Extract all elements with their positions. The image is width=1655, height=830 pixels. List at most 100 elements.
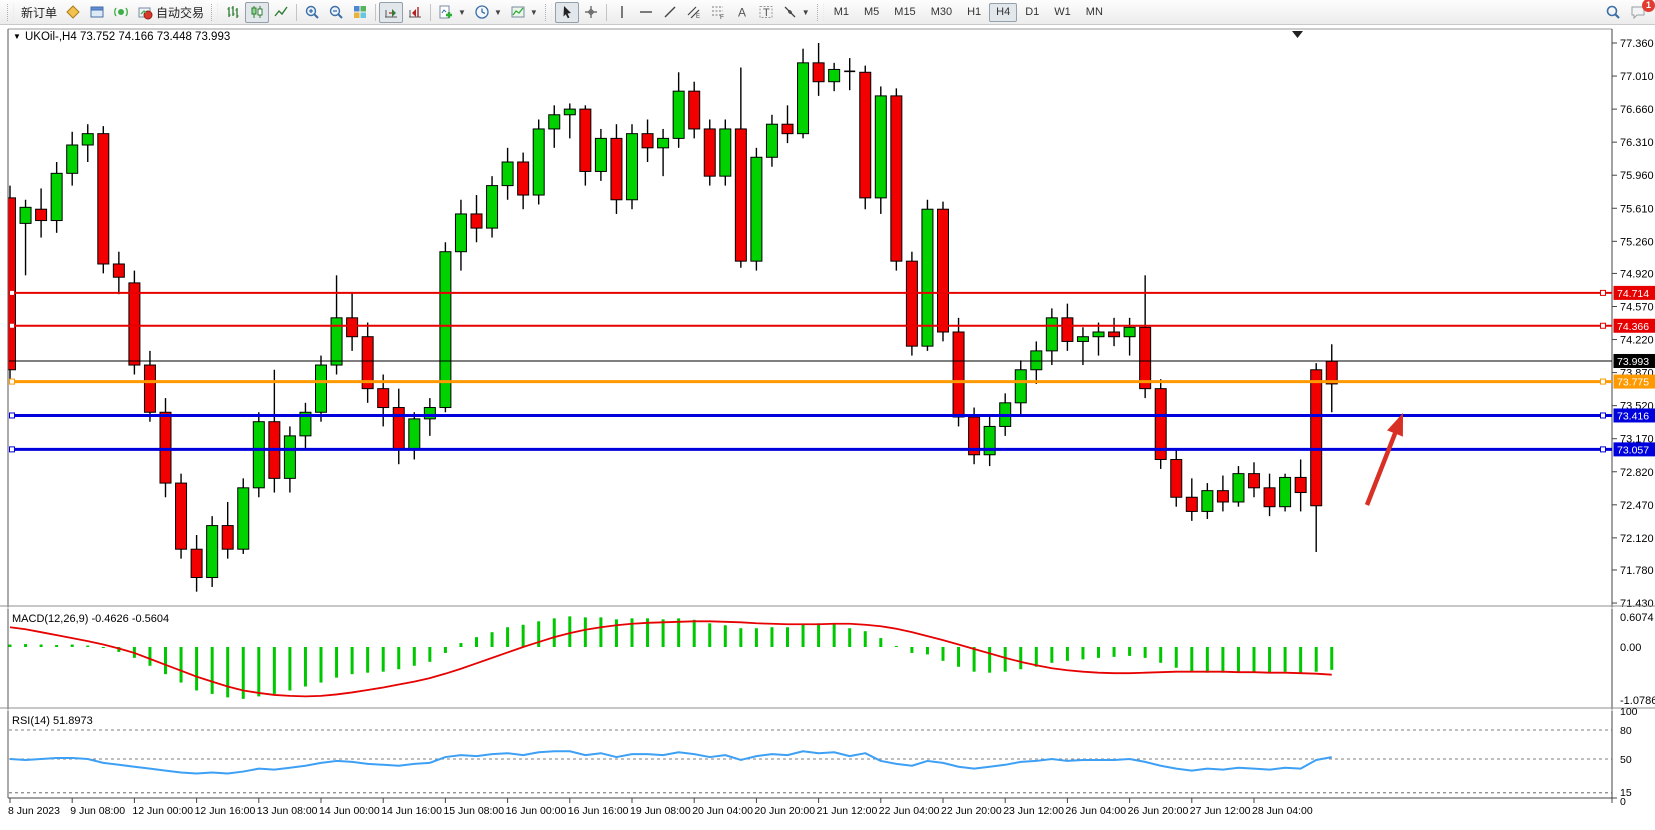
line-handle-marker[interactable] bbox=[9, 446, 15, 453]
bullish-candle bbox=[1092, 331, 1105, 338]
auto-scroll-button[interactable] bbox=[379, 1, 404, 23]
trendline-button[interactable] bbox=[658, 2, 682, 23]
macd-histogram-bar bbox=[272, 647, 276, 694]
bullish-candle bbox=[50, 172, 63, 222]
timeframe-m30-button[interactable]: M30 bbox=[924, 3, 959, 22]
timeframe-w1-button[interactable]: W1 bbox=[1047, 3, 1078, 22]
macd-histogram-bar bbox=[195, 647, 199, 691]
bearish-candle bbox=[1139, 326, 1152, 390]
annotation-arrow-head[interactable] bbox=[1387, 413, 1403, 437]
cursor-button[interactable] bbox=[554, 1, 579, 23]
macd-histogram-bar bbox=[475, 637, 478, 647]
macd-histogram-bar bbox=[988, 647, 992, 673]
macd-histogram-bar bbox=[1050, 647, 1054, 663]
signals-button[interactable] bbox=[109, 2, 133, 23]
macd-histogram-bar bbox=[863, 631, 867, 647]
bullish-candle bbox=[237, 487, 250, 550]
text-button[interactable]: A bbox=[730, 2, 754, 23]
line-handle-marker[interactable] bbox=[1600, 446, 1606, 453]
zoom-out-button[interactable] bbox=[324, 2, 348, 23]
bullish-candle bbox=[765, 123, 778, 158]
text-label-button[interactable]: T bbox=[754, 2, 778, 23]
add-indicator-button[interactable]: ▼ bbox=[434, 2, 470, 23]
line-chart-button[interactable] bbox=[269, 2, 293, 23]
macd-histogram-bar bbox=[1268, 647, 1272, 673]
auto-trading-button[interactable]: 自动交易 bbox=[133, 2, 208, 23]
macd-histogram-bar bbox=[443, 647, 447, 653]
timeframe-d1-button[interactable]: D1 bbox=[1018, 3, 1046, 22]
line-handle-marker[interactable] bbox=[1600, 322, 1606, 329]
bar-chart-button[interactable] bbox=[221, 2, 245, 23]
fibonacci-button[interactable]: F bbox=[706, 2, 730, 23]
line-handle-marker[interactable] bbox=[1600, 412, 1606, 419]
notifications-button[interactable]: 1 bbox=[1625, 0, 1655, 23]
macd-histogram-bar bbox=[957, 647, 961, 667]
bearish-candle bbox=[112, 263, 125, 278]
cursor-icon bbox=[559, 4, 575, 20]
templates-button[interactable]: ▼ bbox=[506, 2, 542, 23]
bullish-candle bbox=[548, 114, 561, 130]
candlestick-series bbox=[8, 43, 1338, 592]
market-watch-button[interactable] bbox=[61, 2, 85, 23]
new-order-label: 新订单 bbox=[21, 5, 58, 20]
macd-histogram-bar bbox=[894, 646, 898, 648]
bearish-candle bbox=[1154, 388, 1167, 460]
timeframe-h1-button[interactable]: H1 bbox=[960, 3, 988, 22]
search-button[interactable] bbox=[1601, 2, 1625, 23]
bearish-candle bbox=[1170, 458, 1183, 498]
rsi-scale-label: 15 bbox=[1620, 787, 1632, 799]
chart-shift-button[interactable] bbox=[403, 2, 427, 23]
data-window-button[interactable] bbox=[85, 2, 109, 23]
time-tick-label: 19 Jun 08:00 bbox=[630, 805, 691, 817]
line-handle-marker[interactable] bbox=[9, 378, 15, 385]
arrows-tool-button[interactable]: ▼ bbox=[778, 2, 814, 23]
timeframe-m5-button[interactable]: M5 bbox=[857, 3, 886, 22]
bullish-candle bbox=[983, 425, 996, 456]
chart-window[interactable]: 77.360 77.010 76.660 76.310 75.960 75.610 75.2… bbox=[0, 25, 1655, 830]
candlestick-chart-button[interactable] bbox=[245, 1, 270, 23]
timeframe-m1-button[interactable]: M1 bbox=[827, 3, 856, 22]
chart-canvas[interactable]: 77.360 77.010 76.660 76.310 75.960 75.610 75.2… bbox=[0, 25, 1655, 830]
timeframe-mn-button[interactable]: MN bbox=[1079, 3, 1110, 22]
macd-histogram-bar bbox=[910, 647, 914, 653]
line-handle-marker[interactable] bbox=[9, 322, 15, 329]
bearish-candle bbox=[781, 123, 794, 135]
macd-histogram-bar bbox=[179, 647, 183, 683]
price-tick-label: 74.570 bbox=[1620, 301, 1654, 313]
bullish-candle bbox=[283, 435, 296, 479]
zoom-in-icon bbox=[304, 4, 320, 20]
line-handle-marker[interactable] bbox=[1600, 289, 1606, 296]
crosshair-button[interactable] bbox=[579, 2, 603, 23]
bearish-candle bbox=[859, 71, 872, 199]
bearish-candle bbox=[812, 62, 825, 83]
macd-histogram-bar bbox=[1003, 647, 1007, 672]
periods-button[interactable]: ▼ bbox=[470, 2, 506, 23]
price-tag-label: 73.775 bbox=[1617, 377, 1649, 389]
zoom-in-button[interactable] bbox=[300, 2, 324, 23]
line-handle-marker[interactable] bbox=[9, 412, 15, 419]
annotation-arrow-shaft[interactable] bbox=[1364, 428, 1399, 506]
equidistant-channel-button[interactable]: E bbox=[682, 2, 706, 23]
bullish-candle bbox=[408, 418, 421, 451]
line-handle-marker[interactable] bbox=[9, 289, 15, 296]
macd-histogram-bar bbox=[24, 644, 28, 647]
macd-histogram-bar bbox=[1174, 647, 1178, 668]
vertical-line-button[interactable] bbox=[610, 2, 634, 23]
macd-histogram-bar bbox=[879, 638, 883, 647]
chart-shift-marker[interactable] bbox=[1292, 31, 1303, 38]
macd-histogram-bar bbox=[101, 647, 105, 648]
tile-windows-button[interactable] bbox=[348, 2, 372, 23]
timeframe-h4-button[interactable]: H4 bbox=[989, 2, 1018, 22]
bullish-candle bbox=[315, 364, 327, 413]
time-tick-label: 22 Jun 20:00 bbox=[941, 805, 1002, 817]
arrows-tool-icon bbox=[782, 4, 798, 20]
timeframe-m15-button[interactable]: M15 bbox=[887, 3, 922, 22]
horizontal-line-button[interactable] bbox=[634, 2, 658, 23]
line-handle-marker[interactable] bbox=[1600, 378, 1606, 385]
bearish-candle bbox=[610, 137, 623, 201]
new-order-button[interactable]: 新订单 bbox=[17, 2, 61, 23]
macd-histogram-bar bbox=[661, 619, 665, 647]
macd-histogram-bar bbox=[801, 624, 805, 647]
price-tick-label: 76.310 bbox=[1620, 137, 1654, 149]
price-tag bbox=[1613, 408, 1655, 423]
